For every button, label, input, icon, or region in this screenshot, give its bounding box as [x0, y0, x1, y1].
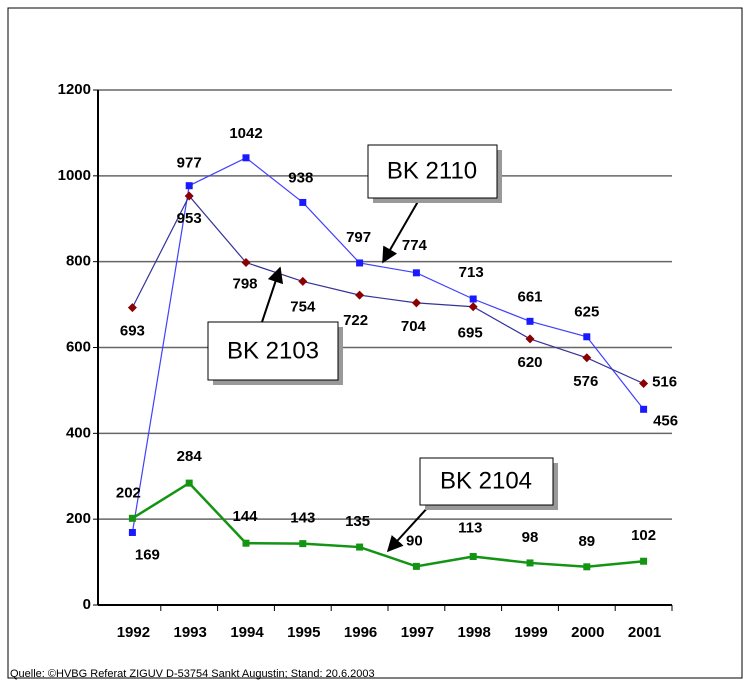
marker: [241, 258, 251, 268]
marker: [640, 557, 648, 565]
marker: [469, 553, 477, 561]
data-label: 1042: [229, 125, 262, 142]
data-label: 704: [401, 318, 427, 335]
data-label: 713: [459, 264, 484, 281]
y-tick-label: 800: [66, 253, 91, 270]
data-label: 113: [458, 519, 482, 536]
y-tick-label: 600: [66, 338, 91, 355]
marker: [411, 298, 421, 308]
series-line: [131, 194, 644, 385]
x-tick-label: 1992: [117, 624, 150, 641]
data-label: 102: [631, 527, 656, 544]
callout-box: [367, 144, 498, 199]
x-tick-label: 1997: [401, 624, 434, 641]
frame: [7, 7, 743, 679]
marker: [128, 514, 136, 522]
data-label: 456: [653, 412, 678, 429]
x-tick-label: 2000: [571, 624, 604, 641]
marker: [356, 543, 364, 551]
marker: [242, 539, 250, 547]
marker: [299, 540, 307, 548]
marker: [185, 479, 193, 487]
marker: [639, 379, 649, 389]
source-note: Quelle: ©HVBG Referat ZIGUV D-53754 Sank…: [10, 668, 375, 680]
plot-area: 0 200 400 600 800 1000 1200 1992 1993 1994 1995 199…: [58, 81, 678, 641]
arrow: [386, 504, 431, 553]
y-tick-label: 400: [66, 424, 91, 441]
marker: [583, 333, 591, 341]
data-label: 144: [232, 508, 258, 525]
x-tick-label: 1993: [174, 624, 207, 641]
data-label: 953: [177, 210, 202, 227]
callout-label: BK 2104: [440, 467, 532, 494]
marker: [412, 269, 420, 277]
data-label: 284: [177, 448, 203, 465]
marker: [356, 259, 364, 267]
data-label: 695: [458, 325, 483, 342]
data-label: 722: [343, 312, 368, 329]
marker: [468, 302, 478, 312]
marker: [412, 562, 420, 570]
marker: [185, 182, 193, 190]
callout-label: BK 2110: [387, 157, 477, 184]
marker: [582, 353, 592, 363]
data-label: 89: [578, 533, 595, 550]
marker: [525, 334, 535, 344]
data-label: 754: [290, 298, 316, 315]
callout-box: [419, 457, 554, 506]
marker: [640, 405, 648, 413]
data-label: 977: [177, 155, 202, 172]
data-label: 98: [522, 529, 539, 546]
marker: [128, 528, 136, 536]
x-tick-label: 2001: [628, 624, 661, 641]
marker: [127, 303, 137, 313]
y-tick-label: 1000: [58, 167, 91, 184]
x-tick-label: 1995: [287, 624, 320, 641]
x-tick-label: 1998: [458, 624, 491, 641]
marker: [583, 563, 591, 571]
data-label: 693: [120, 323, 145, 340]
marker: [298, 276, 308, 286]
data-label: 661: [517, 288, 542, 305]
marker: [242, 154, 250, 162]
marker: [184, 191, 194, 201]
marker: [299, 198, 307, 206]
y-tick-label: 0: [83, 596, 91, 613]
data-label: 516: [652, 374, 677, 391]
data-label: 620: [517, 354, 542, 371]
data-label: 625: [574, 304, 599, 321]
x-tick-label: 1994: [230, 624, 264, 641]
x-tick-label: 1996: [344, 624, 377, 641]
data-label: 169: [135, 546, 160, 563]
y-tick-label: 1200: [58, 81, 91, 98]
callout-box: [207, 321, 339, 381]
marker: [469, 295, 477, 303]
arrow: [261, 266, 284, 323]
series-line: [131, 481, 644, 569]
marker: [355, 290, 365, 300]
marker: [526, 559, 534, 567]
data-label: 797: [346, 229, 371, 246]
marker: [526, 317, 534, 325]
data-label: 135: [345, 513, 370, 530]
data-label: 774: [402, 237, 428, 254]
data-label: 798: [232, 275, 257, 292]
data-label: 143: [290, 510, 315, 527]
arrow: [382, 197, 421, 264]
series-line: [131, 157, 645, 533]
callouts: BK 2110 BK 2103 BK 2104: [207, 144, 558, 553]
callout-label: BK 2103: [227, 337, 319, 364]
data-label: 576: [573, 373, 598, 390]
data-label: 202: [116, 484, 141, 501]
x-tick-label: 1999: [514, 624, 547, 641]
data-label: 938: [288, 169, 313, 186]
data-label: 90: [406, 532, 423, 549]
y-tick-label: 200: [66, 510, 91, 527]
